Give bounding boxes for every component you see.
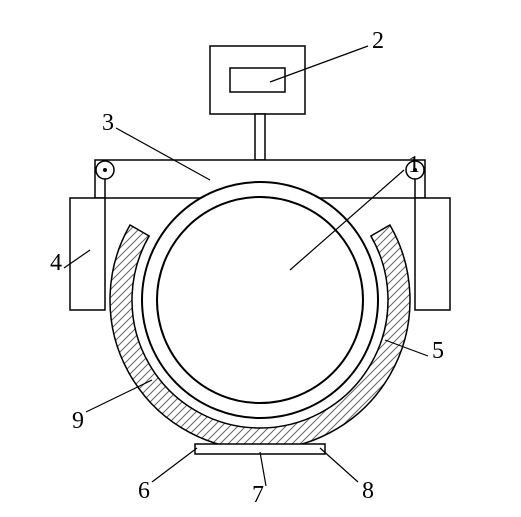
- label-1: 1: [408, 152, 420, 179]
- side-box-right: [415, 198, 450, 310]
- leader-line-8: [320, 448, 358, 482]
- label-8: 8: [362, 478, 374, 505]
- label-2: 2: [372, 28, 384, 55]
- label-9: 9: [72, 408, 84, 435]
- leader-line-9: [86, 380, 152, 412]
- side-box-left: [70, 198, 105, 310]
- pipe-inner: [157, 197, 363, 403]
- leader-line-6: [152, 448, 197, 482]
- leader-line-7: [260, 452, 266, 486]
- label-3: 3: [102, 110, 114, 137]
- label-6: 6: [138, 478, 150, 505]
- display-post: [255, 114, 265, 160]
- label-4: 4: [50, 250, 62, 277]
- label-5: 5: [432, 338, 444, 365]
- label-7: 7: [252, 482, 264, 509]
